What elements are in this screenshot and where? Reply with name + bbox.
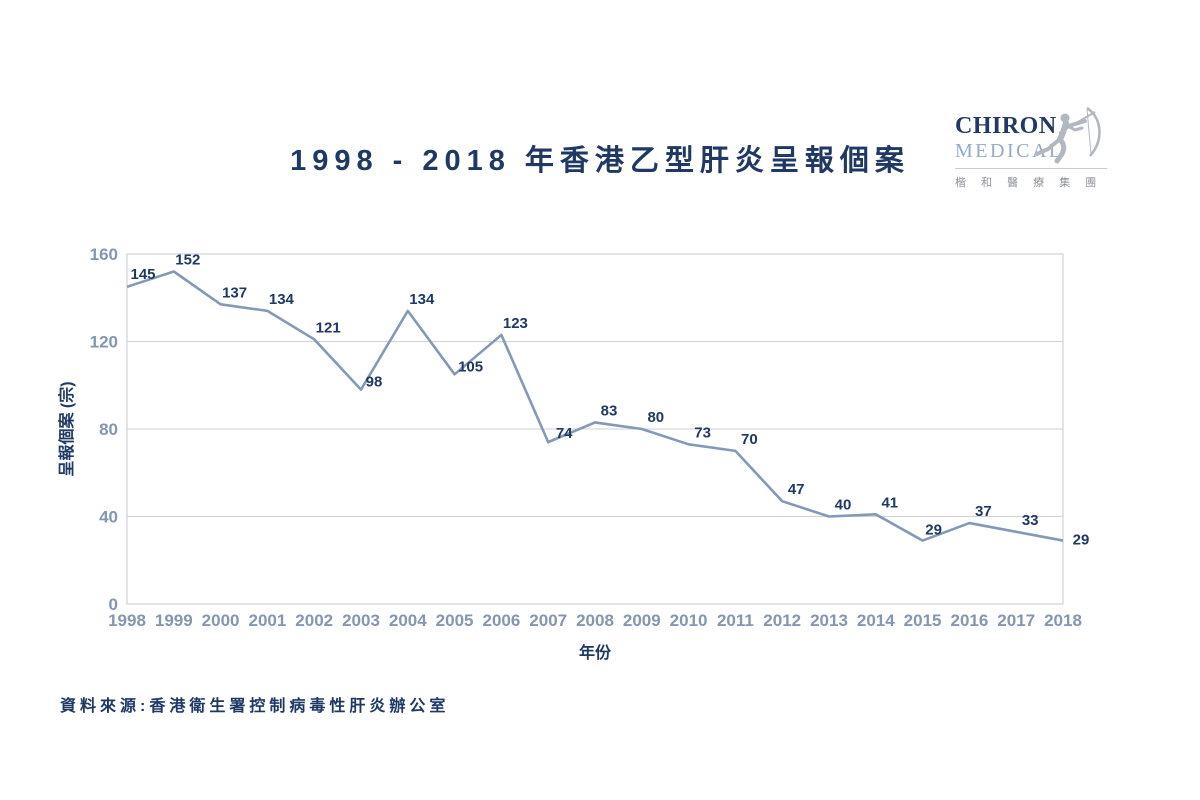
data-point-label: 121 (316, 319, 341, 336)
x-tick-label: 1998 (108, 611, 146, 630)
x-tick-label: 2002 (295, 611, 333, 630)
x-tick-label: 2008 (576, 611, 614, 630)
source-note: 資料來源:香港衛生署控制病毒性肝炎辦公室 (60, 698, 450, 715)
data-point-label: 37 (975, 503, 992, 520)
x-tick-label: 2009 (623, 611, 661, 630)
x-tick-label: 2001 (248, 611, 286, 630)
logo-medical-text: MEDICAL (955, 140, 1064, 163)
data-point-label: 70 (741, 431, 758, 448)
data-point-label: 74 (556, 425, 573, 442)
data-point-label: 73 (694, 424, 711, 441)
x-tick-label: 2018 (1044, 611, 1082, 630)
y-tick-label: 0 (109, 595, 118, 614)
x-tick-label: 2017 (997, 611, 1035, 630)
data-point-label: 83 (601, 402, 618, 419)
x-tick-label: 2015 (904, 611, 942, 630)
page-title: 1998 - 2018 年香港乙型肝炎呈報個案 (290, 145, 910, 178)
y-tick-label: 40 (99, 508, 118, 527)
x-tick-label: 2003 (342, 611, 380, 630)
data-point-label: 152 (175, 252, 200, 269)
data-point-label: 137 (222, 284, 247, 301)
data-point-label: 134 (409, 291, 435, 308)
data-point-label: 98 (366, 374, 383, 391)
data-point-label: 145 (130, 266, 155, 283)
x-tick-label: 1999 (155, 611, 193, 630)
x-tick-label: 2014 (857, 611, 895, 630)
data-series-line (126, 270, 1064, 542)
data-point-label: 29 (1073, 532, 1090, 549)
plot-border (126, 253, 1064, 605)
chiron-medical-logo: CHIRON MEDICAL 楷 和 醫 療 集 團 (955, 106, 1107, 190)
data-point-label: 105 (458, 358, 483, 375)
data-point-label: 33 (1022, 512, 1039, 529)
x-tick-label: 2011 (717, 611, 754, 630)
x-tick-label: 2006 (482, 611, 520, 630)
archer-icon (1035, 106, 1101, 164)
y-axis-title: 呈報個案 (宗) (57, 381, 76, 476)
data-point-label: 80 (647, 409, 664, 426)
logo-chiron-text: CHIRON (955, 113, 1057, 139)
x-tick-label: 2007 (529, 611, 567, 630)
y-tick-label: 160 (90, 245, 118, 264)
x-axis-title: 年份 (579, 643, 612, 662)
data-point-label: 40 (835, 497, 852, 514)
y-tick-label: 120 (90, 333, 118, 352)
x-tick-label: 2016 (950, 611, 988, 630)
x-tick-label: 2010 (670, 611, 708, 630)
data-point-label: 47 (788, 481, 805, 498)
x-tick-label: 2012 (763, 611, 801, 630)
x-tick-label: 2013 (810, 611, 848, 630)
logo-divider (955, 168, 1107, 170)
data-point-label: 29 (925, 522, 942, 539)
data-point-label: 134 (269, 291, 295, 308)
y-tick-label: 80 (99, 420, 118, 439)
logo-chinese-name: 楷 和 醫 療 集 團 (955, 177, 1103, 190)
data-point-label: 123 (503, 315, 528, 332)
data-point-label: 41 (881, 494, 898, 511)
x-tick-label: 2005 (436, 611, 474, 630)
x-tick-label: 2000 (202, 611, 240, 630)
line-chart: 0 40 80 120 160 1998 1999 2000 2001 2002 2003 2004 2… (57, 245, 1090, 662)
x-tick-label: 2004 (389, 611, 427, 630)
